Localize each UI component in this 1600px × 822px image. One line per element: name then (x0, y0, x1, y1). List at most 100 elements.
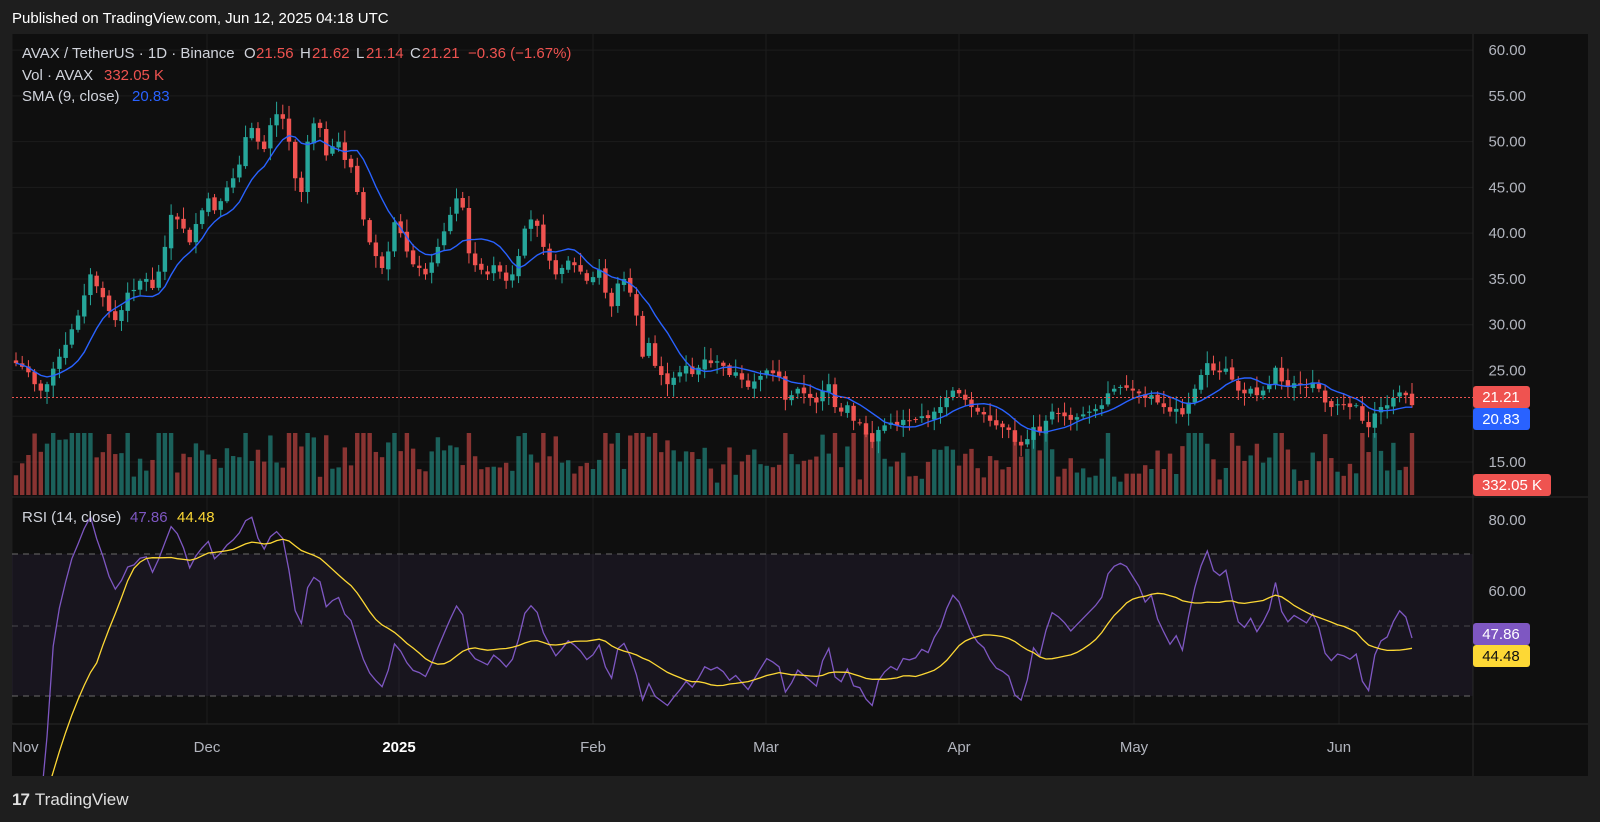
candle (113, 300, 118, 327)
volume-bar (1074, 472, 1080, 495)
candle (534, 218, 540, 237)
candle (516, 248, 521, 284)
candle (677, 365, 683, 383)
volume-bar (553, 436, 558, 495)
candle (708, 348, 714, 368)
volume-bar (1049, 449, 1055, 495)
volume-bar (1205, 443, 1210, 495)
volume-bar (659, 452, 664, 495)
volume-bar (783, 433, 788, 495)
svg-text:21.21: 21.21 (1482, 389, 1520, 406)
volume-bar (88, 433, 93, 495)
price-tick-label: 25.00 (1488, 362, 1526, 379)
volume-bar (1403, 466, 1408, 495)
svg-text:20.83: 20.83 (1482, 411, 1520, 428)
time-axis[interactable]: Nov Dec 2025 Feb Mar Apr May Jun (12, 739, 1351, 756)
volume-bar (125, 433, 130, 495)
volume-bar (367, 433, 372, 495)
candle (317, 119, 323, 138)
time-tick-label: Nov (12, 739, 39, 756)
candle (361, 187, 366, 226)
volume-bar (137, 458, 143, 495)
candle (1049, 403, 1055, 425)
candle (801, 374, 807, 404)
volume-bar (1080, 468, 1086, 495)
price-axis[interactable]: 60.00 55.00 50.00 45.00 40.00 35.00 30.00 25.00… (1488, 42, 1526, 471)
candle (491, 256, 496, 281)
candle (237, 155, 242, 183)
candle (1353, 403, 1359, 408)
candle (770, 360, 776, 382)
volume-bar (355, 433, 360, 495)
volume-bar (1012, 433, 1018, 495)
volume-bar (466, 433, 472, 495)
candle (1006, 424, 1011, 439)
candle (224, 181, 230, 204)
volume-marker: 332.05 K (1473, 474, 1551, 496)
candle (51, 361, 56, 398)
grid (11, 34, 1473, 724)
volume-bar (324, 435, 329, 495)
candle (69, 323, 75, 349)
volume-bar (293, 433, 298, 495)
volume-bar (317, 476, 323, 495)
candle (1285, 368, 1291, 398)
volume-bar (528, 454, 534, 495)
volume-bar (820, 434, 825, 495)
candle (640, 310, 645, 359)
candle (94, 271, 99, 294)
volume-bar (522, 433, 527, 495)
volume-bar (584, 462, 590, 495)
candle (932, 407, 937, 431)
candle (671, 371, 676, 397)
legend-sma: SMA (9, close) (22, 88, 120, 105)
candle (510, 265, 515, 288)
rsi-axis[interactable]: 80.00 60.00 (1488, 512, 1526, 600)
volume-bar (1248, 455, 1253, 495)
volume-bar (348, 465, 354, 495)
candle (218, 198, 223, 217)
volume-bar (1391, 442, 1396, 495)
price-tick-label: 45.00 (1488, 179, 1526, 196)
volume-bar (938, 449, 943, 495)
candle (454, 188, 459, 222)
svg-text:C: C (410, 45, 421, 62)
volume-bar (410, 448, 416, 495)
candle (1409, 383, 1415, 408)
volume-bar (168, 433, 174, 495)
volume-bar (206, 454, 211, 495)
volume-bar (1372, 433, 1377, 495)
candle (578, 252, 583, 275)
candle (410, 244, 416, 268)
volume-bar (516, 436, 521, 495)
candle (1260, 386, 1266, 400)
chart-frame[interactable]: 60.00 55.00 50.00 45.00 40.00 35.00 30.00 25.00… (11, 34, 1588, 805)
sma-line (15, 134, 1412, 433)
volume-bar (1186, 433, 1191, 495)
candle (1298, 371, 1303, 395)
candle (783, 371, 788, 411)
volume-bar (342, 447, 348, 495)
candle (857, 418, 863, 426)
volume-bar (119, 453, 124, 495)
tradingview-brand[interactable]: 17 TradingView (12, 790, 128, 810)
candle (652, 335, 658, 368)
volume-bar (1279, 433, 1284, 495)
volume-bar (1267, 457, 1272, 495)
candle (547, 243, 552, 270)
candle (187, 227, 192, 246)
volume-bar (286, 433, 292, 495)
volume-bar (615, 433, 621, 495)
price-chart[interactable]: 60.00 55.00 50.00 45.00 40.00 35.00 30.00 25.00… (11, 34, 1588, 805)
candle (243, 125, 248, 169)
volume-bar (1000, 469, 1005, 495)
candle (32, 369, 37, 392)
volume-bar (162, 433, 168, 495)
candle (1366, 411, 1371, 438)
volume-bar (609, 443, 614, 495)
volume-bar (1198, 433, 1204, 495)
candle (702, 346, 707, 379)
volume-bar (1018, 456, 1024, 495)
candle (286, 105, 292, 151)
candle (1111, 384, 1117, 395)
